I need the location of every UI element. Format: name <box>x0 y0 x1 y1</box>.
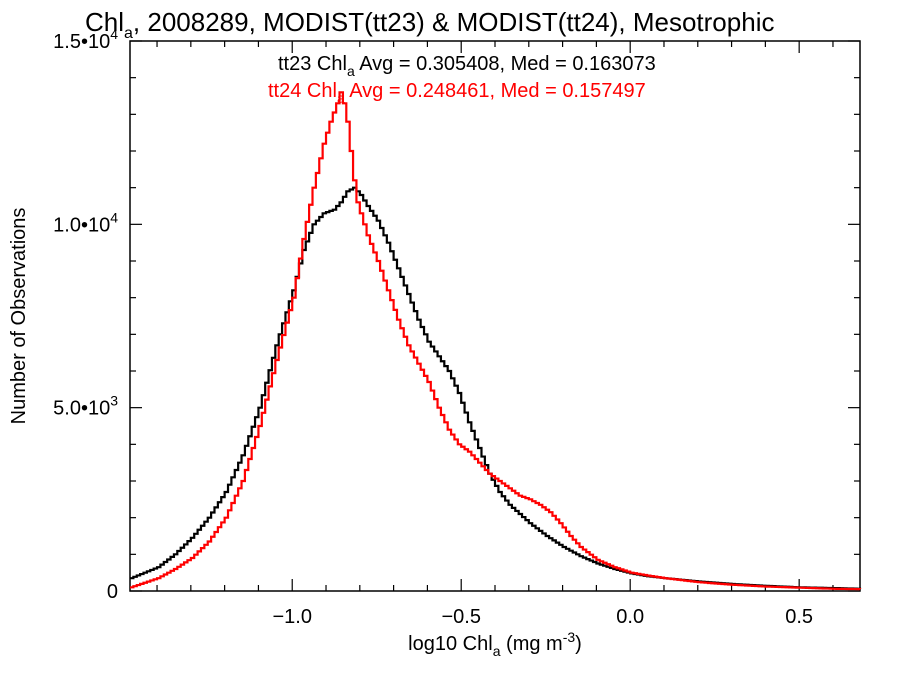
stats-tt23: tt23 Chla Avg = 0.305408, Med = 0.163073 <box>278 53 656 79</box>
series-line-tt23 <box>130 186 862 590</box>
stats-tt24-rest: Avg = 0.248461, Med = 0.157497 <box>345 80 646 102</box>
y-tick-label: 5.0•103 <box>53 393 118 420</box>
series-layer <box>130 91 862 591</box>
title-subscript: a <box>124 25 133 42</box>
y-tick-label: 1.5•104 <box>53 26 118 53</box>
plot-frame <box>129 40 861 592</box>
x-tick-label: −1.0 <box>272 606 311 628</box>
x-tick-label: 0.0 <box>616 606 644 628</box>
series-line-tt24 <box>130 91 862 591</box>
title-rest: , 2008289, MODIST(tt23) & MODIST(tt24), … <box>133 7 775 37</box>
x-tick-label: 0.5 <box>785 606 813 628</box>
y-axis-ticks: 0 5.0•103 1.0•104 1.5•104 <box>53 26 860 603</box>
x-tick-label: −0.5 <box>441 606 480 628</box>
title-prefix: Chl <box>85 7 124 37</box>
x-axis-ticks: −1.0 −0.5 0.0 0.5 <box>156 41 834 628</box>
x-label-end: ) <box>575 633 582 655</box>
y-axis-label: Number of Observations <box>8 208 30 425</box>
stats-tt24-prefix: tt24 Chl <box>268 80 337 102</box>
stats-tt23-subscript: a <box>347 63 355 79</box>
x-label-rest: (mg m <box>500 633 562 655</box>
stats-tt23-prefix: tt23 Chl <box>278 53 347 75</box>
stats-tt24: tt24 Chla Avg = 0.248461, Med = 0.157497 <box>268 80 646 106</box>
stats-tt24-subscript: a <box>337 90 345 106</box>
x-label-superscript: -3 <box>563 629 576 645</box>
x-label-prefix: log10 Chl <box>408 633 493 655</box>
chart-title: Chla, 2008289, MODIST(tt23) & MODIST(tt2… <box>85 7 774 42</box>
x-label-subscript: a <box>493 643 501 659</box>
y-tick-label: 1.0•104 <box>53 209 118 236</box>
y-tick-label: 0 <box>107 581 118 603</box>
stats-tt23-rest: Avg = 0.305408, Med = 0.163073 <box>355 53 656 75</box>
x-axis-label: log10 Chla (mg m-3) <box>408 629 582 659</box>
